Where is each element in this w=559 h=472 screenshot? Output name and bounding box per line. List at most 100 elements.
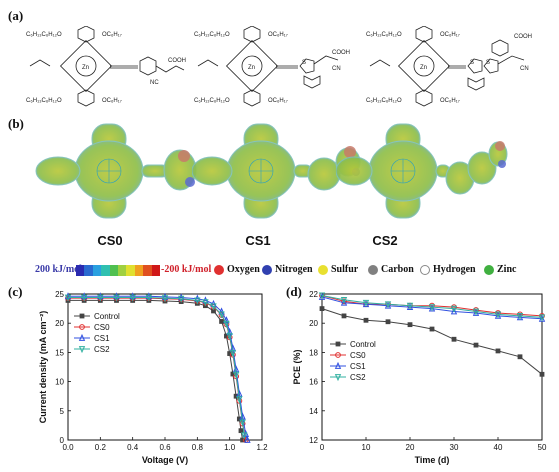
pce-y-tick-label: 14 bbox=[309, 407, 318, 416]
pce-data-point-cs2 bbox=[384, 301, 392, 309]
molecule-name-cs0: CS0 bbox=[97, 233, 123, 248]
label-cn: CN bbox=[520, 66, 529, 72]
jv-data-point-cs1 bbox=[113, 292, 120, 300]
label-cooh: COOH bbox=[332, 50, 350, 56]
jv-data-point-cs1 bbox=[223, 316, 230, 324]
jv-x-axis-title: Voltage (V) bbox=[142, 455, 188, 465]
jv-data-point-cs2 bbox=[194, 297, 201, 305]
jv-legend-label-cs1: CS1 bbox=[94, 334, 110, 343]
esp-surface-cs0 bbox=[35, 123, 197, 219]
pce-data-point-control bbox=[539, 371, 545, 377]
esp-negative-label: -200 kJ/mol bbox=[161, 264, 212, 275]
label-octyloxy-top: OC₆H₁₇ bbox=[268, 32, 288, 38]
pce-series-line-cs1 bbox=[321, 296, 543, 320]
label-cooh: COOH bbox=[514, 34, 532, 40]
panel-label-c: (c) bbox=[8, 284, 23, 299]
jv-data-point-control bbox=[238, 428, 244, 434]
label-s1: S bbox=[470, 60, 474, 66]
jv-data-point-control bbox=[224, 333, 229, 339]
label-s2: S bbox=[486, 60, 490, 66]
label-cooh: COOH bbox=[168, 58, 186, 64]
pce-x-tick-label: 50 bbox=[538, 443, 547, 452]
pce-data-point-control bbox=[385, 319, 391, 325]
label-nc: NC bbox=[150, 80, 159, 86]
pce-data-point-cs2 bbox=[428, 304, 436, 312]
atom-legend-item-hydrogen: Hydrogen bbox=[420, 264, 476, 275]
atom-name: Oxygen bbox=[227, 264, 260, 275]
jv-data-point-cs2 bbox=[241, 432, 248, 440]
atom-legend-item-zinc: Zinc bbox=[484, 264, 516, 275]
jv-curve-chart: 0.0 0.2 0.4 0.6 0.8 1.0 1.2 0 5 10 15 20 25 Voltage (… bbox=[38, 290, 268, 465]
label-cn: CN bbox=[332, 66, 341, 72]
jv-y-tick-label: 5 bbox=[60, 407, 65, 416]
label-zn: Zn bbox=[82, 65, 89, 71]
pce-legend-label-cs1: CS1 bbox=[350, 362, 366, 371]
pce-legend-label-cs0: CS0 bbox=[350, 351, 366, 360]
jv-data-point-cs1 bbox=[97, 292, 104, 300]
pce-x-tick-label: 20 bbox=[406, 443, 415, 452]
atom-legend-item-carbon: Carbon bbox=[368, 264, 414, 275]
jv-legend-marker-cs1 bbox=[78, 333, 86, 341]
molecule-name-cs1: CS1 bbox=[245, 233, 271, 248]
pce-y-tick-label: 22 bbox=[309, 290, 318, 299]
pce-data-point-cs2 bbox=[494, 311, 502, 319]
pce-data-point-control bbox=[341, 313, 347, 319]
atom-color-dot bbox=[318, 264, 328, 275]
atom-color-dot bbox=[420, 264, 430, 275]
esp-surface-cs1 bbox=[192, 123, 361, 219]
colorbar-swatch bbox=[143, 265, 152, 276]
atom-name: Nitrogen bbox=[275, 264, 313, 275]
atom-legend-item-sulfur: Sulfur bbox=[318, 264, 358, 275]
jv-y-tick-label: 20 bbox=[55, 319, 64, 328]
pce-data-point-cs2 bbox=[516, 313, 524, 321]
pce-data-point-cs2 bbox=[450, 305, 458, 313]
jv-data-point-cs2 bbox=[223, 320, 230, 328]
label-octyloxy-bottom: OC₆H₁₇ bbox=[268, 98, 288, 104]
label-octyloxy-bottom: OC₆H₁₇ bbox=[102, 98, 122, 104]
pce-legend-label-control: Control bbox=[350, 340, 376, 349]
atom-name: Zinc bbox=[497, 264, 517, 275]
atom-color-dot bbox=[484, 264, 494, 275]
jv-data-point-cs2 bbox=[161, 295, 169, 303]
pce-data-point-control bbox=[429, 326, 435, 332]
jv-legend-label-control: Control bbox=[94, 312, 120, 321]
pce-data-point-cs2 bbox=[472, 308, 480, 316]
jv-data-point-cs2 bbox=[64, 294, 72, 302]
esp-positive-label: 200 kJ/mol bbox=[35, 264, 82, 275]
jv-data-point-cs2 bbox=[113, 294, 120, 302]
jv-legend-marker-control bbox=[79, 313, 85, 319]
chemical-structure-cs2: C₆H₁₃C₆H₁₂O OC₆H₁₇ C₆H₁₃C₆H₁₂O OC₆H₁₇ Zn… bbox=[366, 26, 532, 107]
atom-color-dot bbox=[262, 264, 272, 275]
pce-data-point-cs2 bbox=[538, 314, 546, 322]
pce-y-tick-label: 16 bbox=[309, 378, 318, 387]
jv-x-tick-label: 1.0 bbox=[224, 443, 236, 452]
atom-color-dot bbox=[214, 264, 224, 275]
jv-x-tick-label: 1.2 bbox=[256, 443, 268, 452]
pce-data-point-control bbox=[451, 336, 457, 342]
colorbar-swatch bbox=[92, 265, 102, 276]
jv-data-point-cs2 bbox=[236, 396, 243, 404]
jv-data-point-cs2 bbox=[239, 419, 246, 427]
pce-data-point-cs2 bbox=[362, 299, 370, 307]
atom-color-dot bbox=[368, 264, 378, 275]
esp-colorbar bbox=[76, 265, 161, 276]
colorbar-swatch bbox=[126, 265, 135, 276]
jv-x-tick-label: 0.4 bbox=[127, 443, 139, 452]
pce-stability-chart: 0 10 20 30 40 50 12 14 16 18 20 22 Time (d) PCE (%) Co… bbox=[292, 290, 547, 465]
pce-data-point-control bbox=[363, 317, 369, 323]
colorbar-swatch bbox=[101, 265, 110, 276]
jv-data-point-cs1 bbox=[145, 292, 153, 300]
pce-plot-frame bbox=[321, 293, 543, 441]
pce-y-tick-label: 20 bbox=[309, 319, 318, 328]
chemical-structure-cs1: C₆H₁₃C₆H₁₂O OC₆H₁₇ C₆H₁₃C₆H₁₂O OC₆H₁₇ Zn… bbox=[194, 26, 350, 107]
label-zn: Zn bbox=[420, 65, 427, 71]
pce-data-point-control bbox=[517, 354, 523, 360]
jv-x-tick-label: 0.0 bbox=[62, 443, 74, 452]
pce-data-point-cs1 bbox=[450, 307, 458, 315]
jv-y-tick-label: 25 bbox=[55, 290, 64, 299]
atom-name: Carbon bbox=[381, 264, 414, 275]
jv-x-tick-label: 0.8 bbox=[192, 443, 204, 452]
pce-x-axis-title: Time (d) bbox=[415, 455, 450, 465]
jv-y-tick-label: 0 bbox=[60, 436, 65, 445]
jv-data-point-cs2 bbox=[210, 303, 217, 311]
